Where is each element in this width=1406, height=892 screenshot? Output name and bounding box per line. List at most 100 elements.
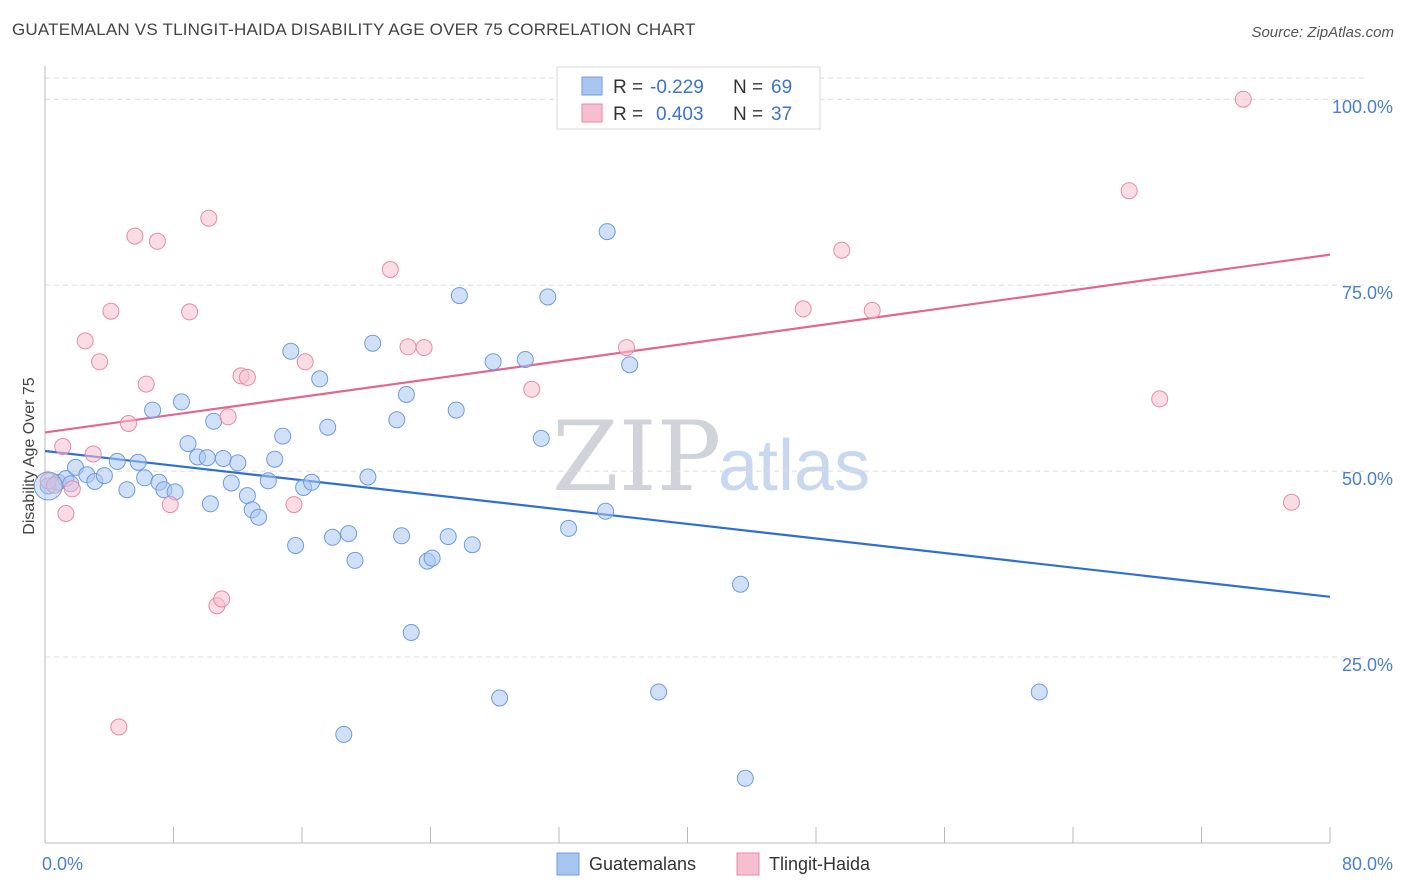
- point-guatemalans: [319, 418, 337, 436]
- legend-label-tlingit-haida: Tlingit-Haida: [769, 854, 871, 874]
- point-tlingit-haida: [1283, 493, 1300, 511]
- y-axis-label: Disability Age Over 75: [21, 377, 38, 535]
- trend-line-guatemalans: [44, 449, 1331, 598]
- point-tlingit-haida: [863, 301, 881, 319]
- data-points: [33, 90, 1300, 787]
- point-guatemalans: [491, 689, 509, 707]
- axes: [44, 66, 1331, 844]
- chart-title: GUATEMALAN VS TLINGIT-HAIDA DISABILITY A…: [12, 20, 696, 39]
- point-guatemalans: [136, 469, 154, 487]
- point-guatemalans: [129, 453, 147, 471]
- point-guatemalans: [439, 528, 457, 546]
- point-tlingit-haida: [181, 303, 199, 321]
- point-guatemalans: [144, 401, 162, 419]
- point-guatemalans: [274, 427, 292, 445]
- point-tlingit-haida: [110, 718, 128, 736]
- legend-r-label: R =: [613, 77, 643, 98]
- x-tick-labels: 0.0% 80.0%: [42, 854, 1393, 874]
- point-tlingit-haida: [833, 241, 851, 259]
- legend-n-label: N =: [733, 77, 763, 98]
- point-guatemalans: [423, 549, 441, 567]
- point-tlingit-haida: [1151, 390, 1169, 408]
- x-tick-label: 0.0%: [42, 854, 83, 874]
- point-guatemalans: [516, 351, 534, 368]
- point-guatemalans: [259, 472, 277, 490]
- point-guatemalans: [736, 769, 754, 787]
- point-guatemalans: [364, 334, 382, 352]
- point-guatemalans: [95, 467, 113, 485]
- point-tlingit-haida: [381, 261, 399, 278]
- point-guatemalans: [287, 537, 305, 554]
- point-tlingit-haida: [213, 590, 231, 608]
- point-guatemalans: [198, 449, 216, 467]
- point-guatemalans: [621, 356, 639, 374]
- point-tlingit-haida: [238, 368, 256, 386]
- point-tlingit-haida: [76, 332, 94, 350]
- legend-r-value: 0.403: [656, 104, 704, 125]
- point-guatemalans: [303, 473, 321, 491]
- point-guatemalans: [447, 401, 465, 419]
- point-tlingit-haida: [399, 338, 417, 356]
- point-guatemalans: [335, 725, 353, 743]
- point-guatemalans: [598, 223, 616, 241]
- legend-n-value: 37: [771, 104, 792, 125]
- grid-lines: [45, 77, 1366, 658]
- legend-label-guatemalans: Guatemalans: [589, 854, 696, 874]
- watermark-atlas: atlas: [718, 426, 870, 506]
- legend-swatch-guatemalans: [556, 852, 580, 876]
- point-tlingit-haida: [200, 209, 218, 227]
- point-tlingit-haida: [296, 353, 314, 371]
- point-tlingit-haida: [794, 300, 812, 318]
- legend-r-label: R =: [613, 104, 643, 125]
- point-tlingit-haida: [54, 438, 72, 455]
- point-guatemalans: [732, 575, 749, 593]
- point-tlingit-haida: [219, 408, 237, 426]
- point-guatemalans: [463, 536, 481, 554]
- point-guatemalans: [282, 342, 300, 360]
- point-guatemalans: [173, 393, 190, 411]
- point-guatemalans: [484, 353, 502, 371]
- point-guatemalans: [450, 287, 468, 305]
- point-guatemalans: [201, 495, 219, 513]
- point-guatemalans: [597, 502, 615, 520]
- point-tlingit-haida: [63, 480, 81, 498]
- trend-lines: [44, 253, 1331, 598]
- source-label: Source: ZipAtlas.com: [1251, 24, 1394, 41]
- point-guatemalans: [393, 527, 411, 545]
- point-guatemalans: [229, 454, 247, 472]
- correlation-legend: R = -0.229 N = 69 R = 0.403 N = 37: [556, 66, 821, 130]
- point-tlingit-haida: [161, 496, 179, 514]
- point-tlingit-haida: [415, 339, 433, 357]
- point-tlingit-haida: [148, 232, 166, 250]
- watermark-zip: ZIP: [552, 401, 721, 513]
- point-guatemalans: [238, 487, 256, 505]
- point-tlingit-haida: [102, 302, 120, 320]
- point-tlingit-haida: [126, 227, 144, 245]
- point-guatemalans: [397, 386, 415, 403]
- point-guatemalans: [250, 508, 268, 526]
- point-tlingit-haida: [57, 505, 75, 522]
- legend-swatch-tlingit-haida: [581, 103, 603, 123]
- point-tlingit-haida: [523, 380, 541, 398]
- point-guatemalans: [222, 474, 240, 492]
- y-tick-label: 75.0%: [1342, 283, 1393, 303]
- point-guatemalans: [539, 288, 557, 306]
- point-tlingit-haida: [91, 353, 109, 371]
- legend-r-value: -0.229: [650, 77, 704, 98]
- point-guatemalans: [311, 370, 329, 388]
- point-tlingit-haida: [285, 496, 303, 514]
- point-guatemalans: [118, 481, 136, 499]
- legend-n-label: N =: [733, 104, 763, 125]
- point-guatemalans: [214, 450, 232, 467]
- trend-line-tlingit-haida: [44, 253, 1331, 434]
- y-tick-label: 25.0%: [1342, 655, 1393, 675]
- y-tick-labels: 25.0% 50.0% 75.0% 100.0%: [1332, 97, 1393, 675]
- point-guatemalans: [266, 450, 284, 468]
- x-tick-label: 80.0%: [1342, 854, 1393, 874]
- point-guatemalans: [324, 528, 341, 546]
- point-tlingit-haida: [84, 445, 102, 463]
- point-guatemalans: [402, 624, 420, 641]
- point-guatemalans: [359, 468, 377, 486]
- series-legend: Guatemalans Tlingit-Haida: [556, 852, 871, 876]
